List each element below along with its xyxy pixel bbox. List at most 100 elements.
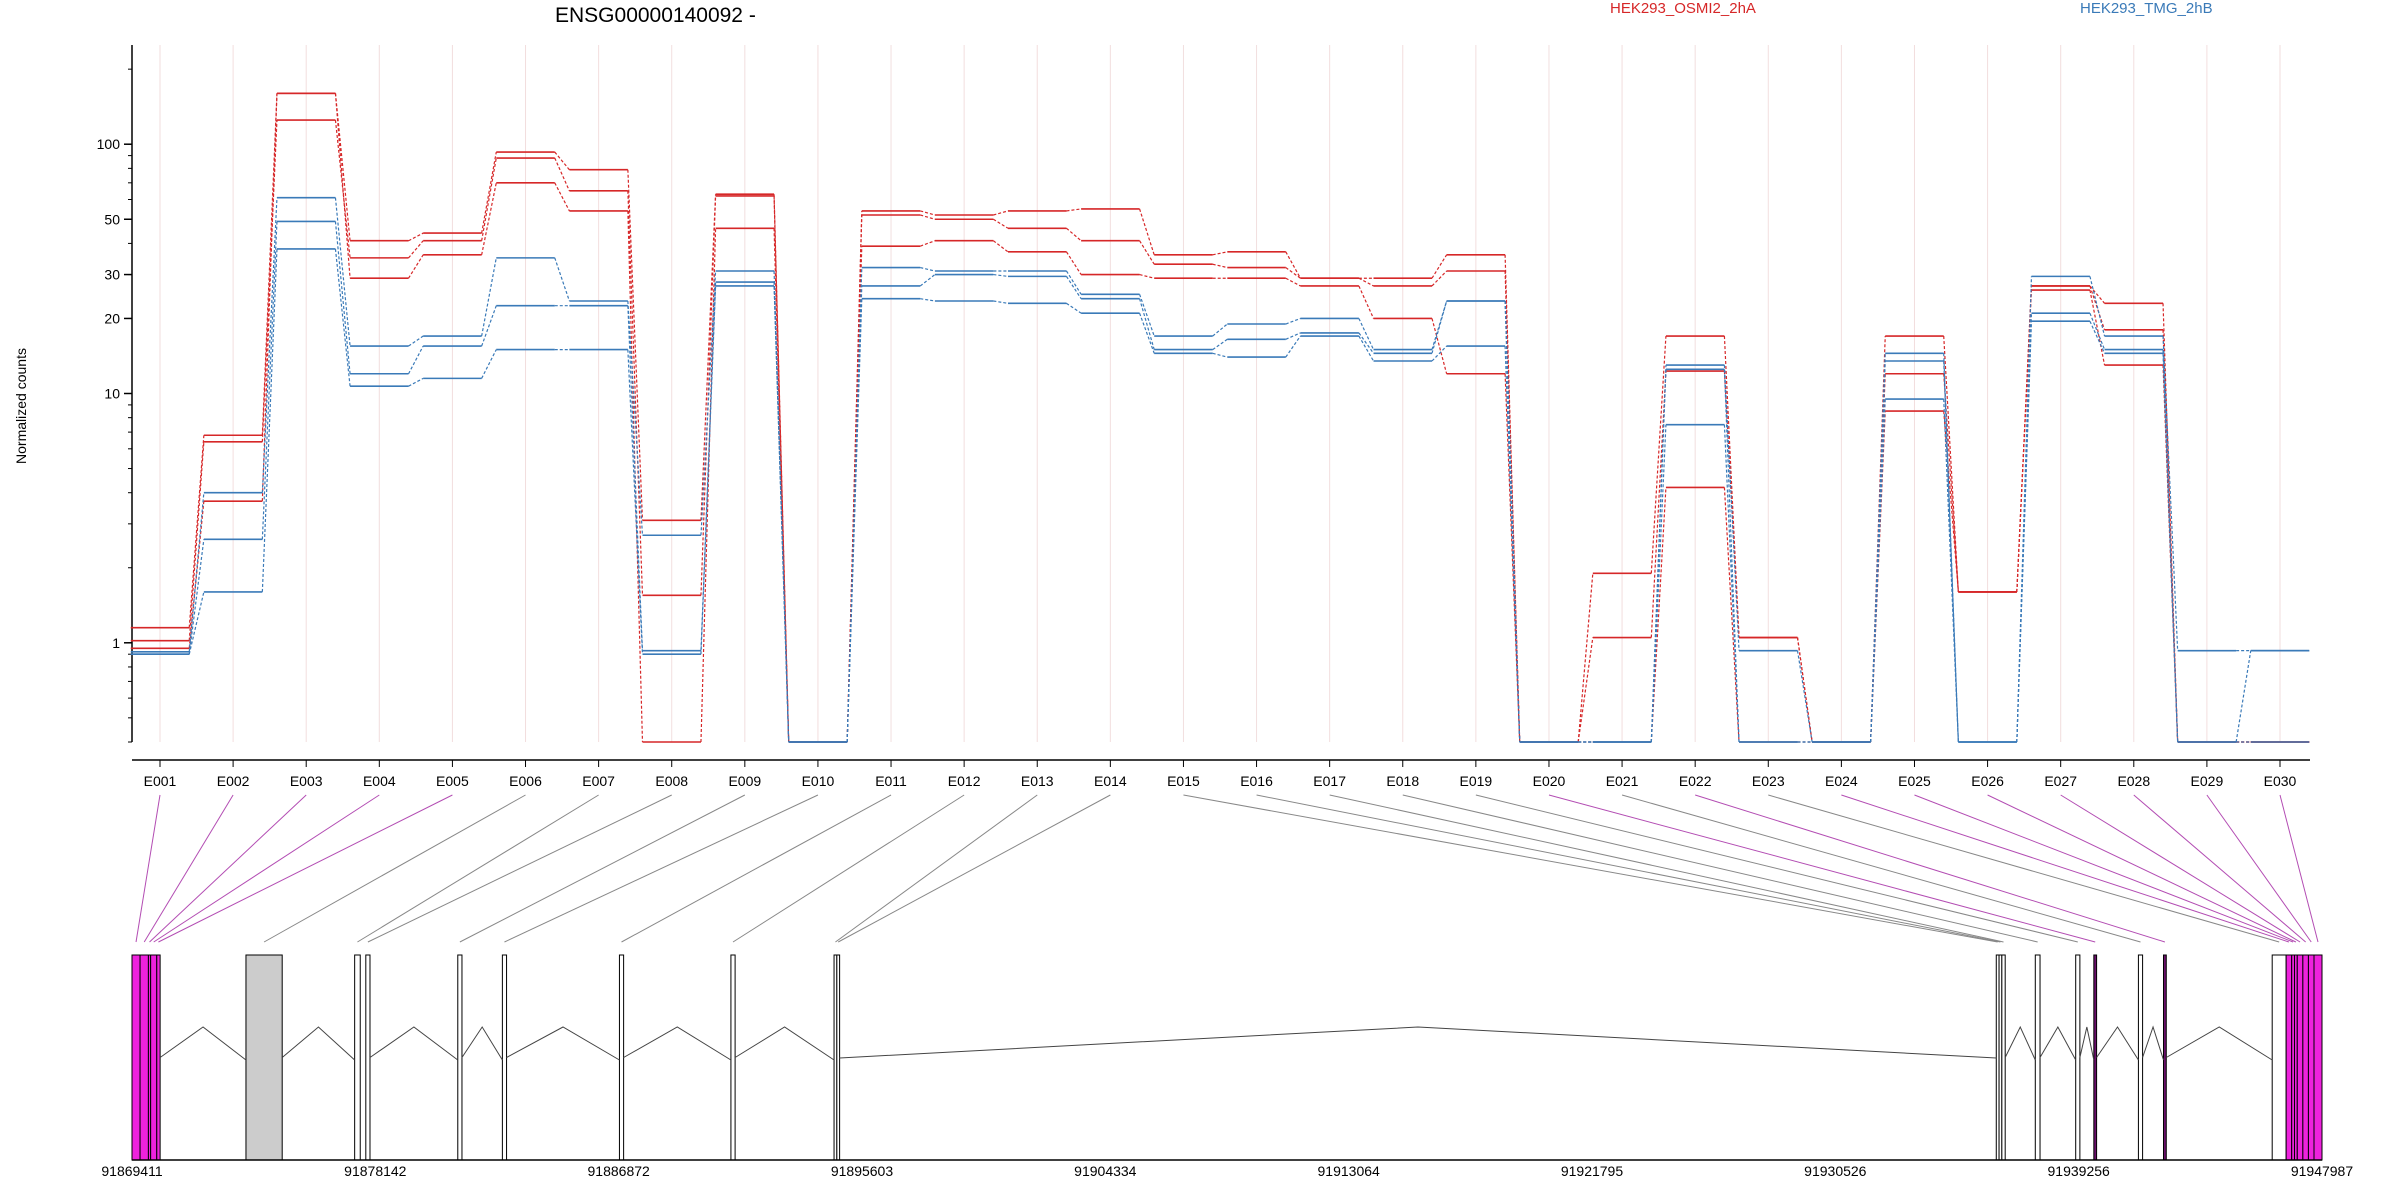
coordinate-tick-label: 91886872 (588, 1163, 651, 1179)
series-transition (1870, 399, 1886, 743)
coordinate-tick-label: 91921795 (1561, 1163, 1624, 1179)
series-transition (481, 151, 497, 234)
series-transition (1285, 335, 1301, 358)
exon-connector (135, 794, 161, 943)
series-transition (1139, 240, 1155, 265)
series-transition (1212, 323, 1228, 337)
exon-connector (504, 794, 819, 943)
coordinate-tick-label: 91947987 (2291, 1163, 2354, 1179)
series-transition (1504, 346, 1521, 743)
series-transition (1285, 317, 1301, 325)
exon-connector (621, 794, 892, 943)
y-tick-label: 10 (104, 386, 120, 402)
x-tick-label: E013 (1021, 773, 1054, 789)
series-transition (2162, 336, 2179, 651)
series-transition (919, 274, 936, 287)
x-tick-label: E022 (1679, 773, 1712, 789)
exon-box (156, 954, 161, 1161)
exon-box (2307, 954, 2315, 1161)
series-transition (1065, 251, 1082, 275)
series-transition (334, 248, 351, 387)
x-tick-label: E027 (2044, 773, 2077, 789)
series-transition (1139, 298, 1155, 350)
exon-connector (2279, 794, 2319, 943)
series-3 (130, 92, 2310, 743)
series-transition (2089, 285, 2106, 331)
series-transition (1943, 360, 1959, 743)
series-transition (1723, 487, 1740, 743)
intron-line (734, 1026, 835, 1061)
legend-entry-tmg: HEK293_TMG_2hB (2080, 0, 2213, 17)
coordinate-tick-label: 91939256 (2048, 1163, 2111, 1179)
series-4 (130, 196, 2310, 743)
exon-box (139, 954, 149, 1161)
series-transition (1212, 251, 1228, 256)
axes: 1 10 20 30 50 100 (97, 45, 2310, 761)
exon-connector (835, 794, 1038, 943)
coordinate-tick-label: 91913064 (1318, 1163, 1381, 1179)
exon-connector (1768, 794, 2280, 943)
exon-connector (367, 794, 672, 943)
coordinate-tick-label: 91869411 (101, 1163, 162, 1179)
series-transition (261, 197, 278, 493)
series-transition (2016, 313, 2033, 743)
exon-box (2137, 954, 2144, 1161)
series-transition (1358, 285, 1375, 319)
x-tick-label: E004 (363, 773, 396, 789)
series-transition (920, 214, 936, 220)
series-transition (1065, 276, 1082, 300)
series-transition (1650, 336, 1667, 574)
x-tick-label: E026 (1971, 773, 2004, 789)
intron-line (623, 1026, 732, 1061)
series-transition (1577, 573, 1594, 743)
series-transition (1066, 227, 1082, 242)
exon-box (457, 954, 463, 1161)
series-transition (1285, 277, 1301, 287)
x-tick-label: E005 (436, 773, 469, 789)
y-axis-label: Normalized counts (13, 348, 29, 464)
series-transition (408, 232, 424, 242)
exon-connector (263, 794, 526, 943)
x-tick-label: E012 (948, 773, 981, 789)
series-transition (408, 335, 424, 347)
intron-line (159, 1026, 247, 1061)
series-transition (1139, 208, 1155, 255)
exon-connector (459, 794, 746, 943)
exon-box (131, 954, 141, 1161)
intron-line (506, 1026, 620, 1061)
series-transition (1358, 332, 1375, 354)
series-transition (481, 182, 497, 255)
series-transition (1139, 294, 1155, 337)
series-transition (1066, 208, 1082, 212)
exon-box (836, 954, 841, 1161)
series-transition (920, 210, 936, 216)
exon-connector (153, 794, 380, 943)
exon-box (618, 954, 625, 1161)
series-transition (1723, 365, 1740, 651)
series-transition (993, 210, 1009, 216)
x-tick-label: E016 (1240, 773, 1273, 789)
coordinate-tick-label: 91904334 (1074, 1163, 1137, 1179)
exon-box (245, 954, 283, 1161)
series-transition (1358, 277, 1374, 287)
exon-connector (143, 794, 234, 943)
exon-connector (1256, 794, 2001, 943)
series-transition (481, 257, 497, 337)
series-transition (554, 157, 570, 192)
x-tick-label: E029 (2191, 773, 2224, 789)
series-transition (993, 273, 1009, 277)
chart-title: ENSG00000140092 - (555, 4, 756, 27)
series-transition (1796, 637, 1813, 743)
series-transition (261, 93, 278, 502)
exon-box (2075, 954, 2081, 1161)
y-tick-label: 1 (112, 635, 120, 651)
series-transition (261, 248, 278, 592)
series-transition (2089, 312, 2106, 350)
series-transition (2016, 321, 2033, 743)
series-transition (408, 240, 424, 259)
series-transition (920, 266, 936, 272)
x-tick-label: E030 (2264, 773, 2297, 789)
x-tick-label: E020 (1533, 773, 1566, 789)
series-transition (993, 300, 1009, 304)
